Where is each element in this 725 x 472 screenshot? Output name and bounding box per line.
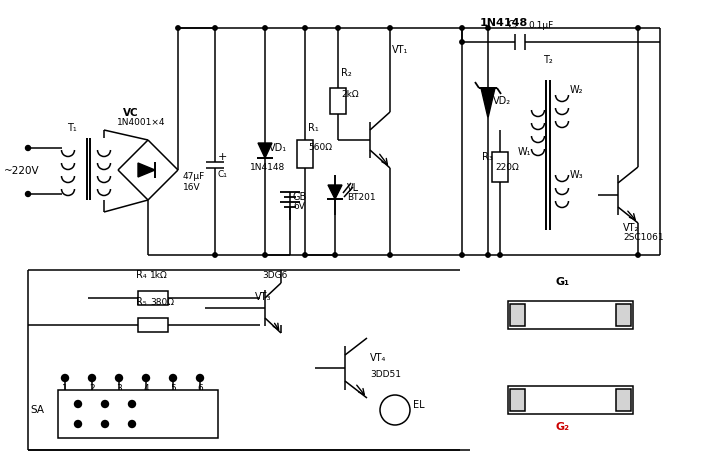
Bar (297, 140, 313, 168)
Text: 4: 4 (143, 384, 149, 393)
Text: GB: GB (293, 192, 307, 202)
Bar (508, 301, 633, 329)
Text: W₁: W₁ (518, 147, 531, 157)
Circle shape (213, 253, 217, 257)
Circle shape (460, 26, 464, 30)
Bar (492, 152, 508, 182)
Circle shape (196, 374, 204, 381)
Text: +: + (218, 152, 228, 162)
Circle shape (388, 253, 392, 257)
Text: 6V: 6V (293, 202, 305, 211)
Text: 1: 1 (62, 384, 68, 393)
Circle shape (175, 26, 181, 30)
Circle shape (460, 253, 464, 257)
Text: R₄: R₄ (136, 270, 146, 280)
Text: 220Ω: 220Ω (495, 163, 519, 172)
Text: C₁: C₁ (218, 170, 228, 179)
Polygon shape (481, 88, 495, 118)
Circle shape (213, 26, 217, 30)
Bar (508, 386, 633, 414)
Text: VT₁: VT₁ (392, 45, 408, 55)
Text: VL: VL (347, 183, 359, 193)
Text: 16V: 16V (183, 183, 201, 192)
Circle shape (62, 374, 68, 381)
Bar (138, 318, 168, 332)
Text: 3DG6: 3DG6 (262, 271, 287, 280)
Text: 6: 6 (197, 384, 203, 393)
Circle shape (460, 40, 464, 44)
Circle shape (486, 26, 490, 30)
Polygon shape (138, 163, 155, 177)
Circle shape (636, 26, 640, 30)
Bar (510, 389, 525, 411)
Text: C₂: C₂ (508, 20, 518, 30)
Circle shape (336, 26, 340, 30)
Circle shape (102, 421, 109, 428)
Text: 47μF: 47μF (183, 172, 205, 181)
Bar (616, 304, 631, 326)
Circle shape (636, 253, 640, 257)
Circle shape (128, 421, 136, 428)
Text: 560Ω: 560Ω (308, 143, 332, 152)
Circle shape (303, 26, 307, 30)
Text: SA: SA (30, 405, 44, 415)
Text: BT201: BT201 (347, 193, 376, 202)
Circle shape (262, 253, 268, 257)
Circle shape (333, 253, 337, 257)
Bar (330, 88, 346, 114)
Text: T₁: T₁ (67, 123, 77, 133)
Text: VT₂: VT₂ (623, 223, 639, 233)
Text: 1N4148: 1N4148 (250, 163, 285, 172)
Text: 1N4148: 1N4148 (480, 18, 529, 28)
Text: 1kΩ: 1kΩ (150, 271, 167, 280)
Bar (510, 304, 525, 326)
Text: R₂: R₂ (341, 68, 352, 78)
Text: G₂: G₂ (556, 422, 570, 432)
Text: T₂: T₂ (543, 55, 552, 65)
Text: 2kΩ: 2kΩ (341, 90, 359, 99)
Text: 380Ω: 380Ω (150, 298, 174, 307)
Circle shape (75, 421, 81, 428)
Text: 3: 3 (116, 384, 122, 393)
Text: VD₁: VD₁ (269, 143, 287, 153)
Circle shape (75, 401, 81, 407)
Text: VC: VC (123, 108, 138, 118)
Text: 2SC1061: 2SC1061 (623, 233, 663, 242)
Text: 2: 2 (89, 384, 95, 393)
Text: 3DD51: 3DD51 (370, 370, 401, 379)
Text: W₃: W₃ (570, 170, 584, 180)
Circle shape (25, 192, 30, 196)
Circle shape (388, 26, 392, 30)
Polygon shape (328, 185, 342, 199)
Text: 0.1μF: 0.1μF (528, 21, 553, 30)
Text: G₁: G₁ (556, 277, 570, 287)
Text: VT₄: VT₄ (370, 353, 386, 363)
Text: W₂: W₂ (570, 85, 584, 95)
Bar (138, 291, 168, 305)
Bar (616, 389, 631, 411)
Text: R₃: R₃ (482, 152, 493, 162)
Text: EL: EL (413, 400, 425, 410)
Circle shape (262, 26, 268, 30)
Text: 1N4001×4: 1N4001×4 (117, 118, 165, 127)
Circle shape (486, 253, 490, 257)
Text: VT₃: VT₃ (255, 292, 271, 302)
Circle shape (102, 401, 109, 407)
Circle shape (498, 253, 502, 257)
Circle shape (303, 253, 307, 257)
Polygon shape (258, 143, 272, 158)
Circle shape (25, 145, 30, 151)
Text: 5: 5 (170, 384, 176, 393)
Circle shape (115, 374, 123, 381)
Bar (58, 390, 218, 438)
Circle shape (380, 395, 410, 425)
Circle shape (170, 374, 176, 381)
Circle shape (128, 401, 136, 407)
Text: R₁: R₁ (308, 123, 319, 133)
Text: R₅: R₅ (136, 297, 146, 307)
Text: VD₂: VD₂ (493, 96, 511, 106)
Circle shape (88, 374, 96, 381)
Circle shape (143, 374, 149, 381)
Text: ~220V: ~220V (4, 166, 40, 176)
